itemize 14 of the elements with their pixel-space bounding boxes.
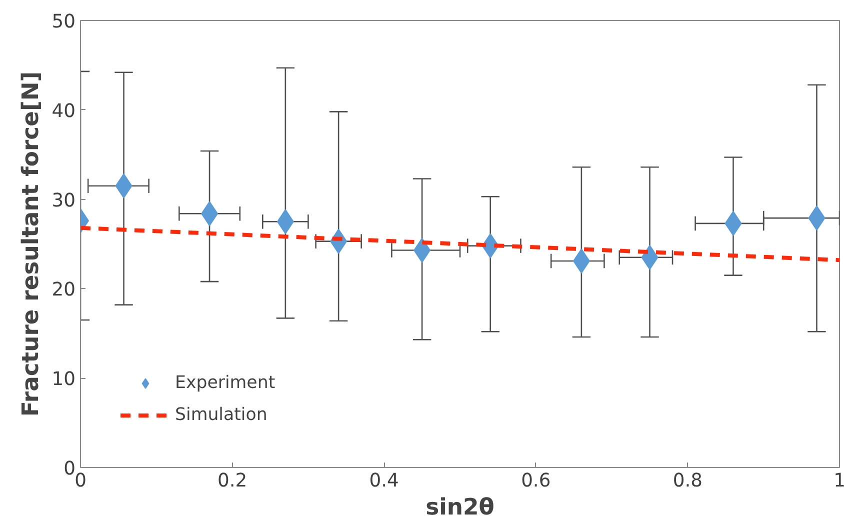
x-tick-label: 1 — [834, 470, 846, 492]
x-tick-label: 0.6 — [521, 470, 551, 492]
y-tick-label: 40 — [52, 100, 76, 122]
legend-label: Experiment — [175, 373, 276, 393]
x-axis-title: sin2θ — [426, 494, 494, 520]
y-tick-label: 50 — [52, 12, 76, 32]
legend-label: Simulation — [175, 405, 268, 425]
y-tick-label: 20 — [52, 280, 76, 301]
x-tick-label: 0.2 — [217, 470, 248, 492]
y-tick-label: 10 — [52, 369, 76, 390]
y-tick-label: 30 — [52, 190, 76, 212]
y-axis-title: Fracture resultant force[N] — [18, 71, 44, 417]
x-tick-label: 0.4 — [369, 470, 399, 492]
x-tick-label: 0.8 — [672, 470, 703, 492]
